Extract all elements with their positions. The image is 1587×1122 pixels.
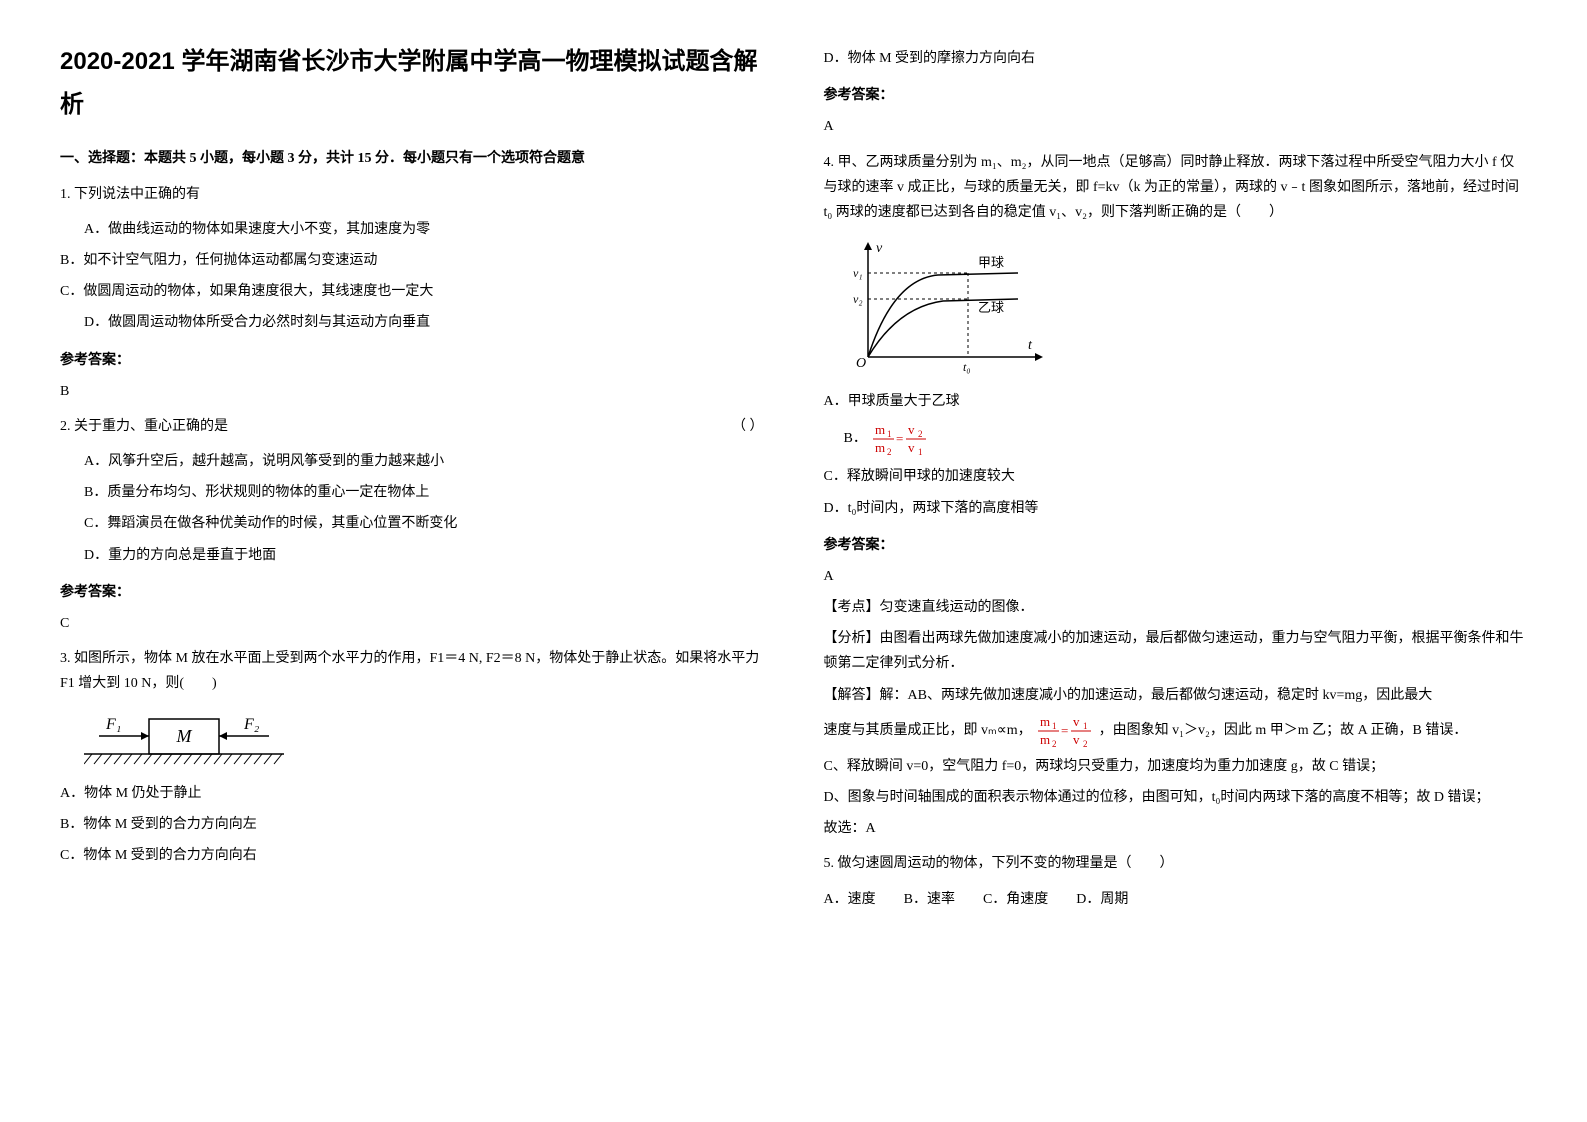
answer-label-3: 参考答案：	[824, 83, 1528, 108]
jieda-text-a: 解：AB、两球先做加速度减小的加速运动，最后都做匀速运动，稳定时 kv=mg，因…	[880, 688, 1433, 703]
jieda-text-b: 速度与其质量成正比，即 vₘ∝m，	[824, 723, 1032, 738]
q5-stem: 5. 做匀速圆周运动的物体，下列不变的物理量是（ ）	[824, 851, 1528, 876]
kaodian-text: 匀变速直线运动的图像．	[880, 600, 1034, 615]
q4-stem: 4. 甲、乙两球质量分别为 m₁、m₂，从同一地点（足够高）同时静止释放．两球下…	[824, 150, 1528, 226]
q3-stem: 3. 如图所示，物体 M 放在水平面上受到两个水平力的作用，F1＝4 N, F2…	[60, 646, 764, 696]
svg-text:1: 1	[1083, 721, 1088, 731]
fenxi-text: 由图看出两球先做加速度减小的加速运动，最后都做匀速运动，重力与空气阻力平衡，根据…	[824, 631, 1524, 671]
fraction-m1m2-eq-v1v2: m1 m2 = v1 v2	[1035, 714, 1095, 748]
svg-text:2: 2	[1083, 739, 1088, 748]
block-label-m: M	[176, 726, 193, 746]
answer-label-4: 参考答案：	[824, 533, 1528, 558]
q3-option-b: B．物体 M 受到的合力方向向左	[60, 812, 764, 837]
q3-answer: A	[824, 114, 1528, 139]
left-column: 2020-2021 学年湖南省长沙市大学附属中学高一物理模拟试题含解析 一、选择…	[60, 40, 764, 918]
svg-text:1: 1	[1052, 721, 1057, 731]
q4-answer: A	[824, 564, 1528, 589]
v2-label: v₂	[853, 292, 863, 306]
svg-text:m: m	[1040, 714, 1050, 729]
kaodian-label: 【考点】	[824, 600, 880, 615]
q2-option-c: C．舞蹈演员在做各种优美动作的时候，其重心位置不断变化	[84, 511, 764, 536]
svg-text:m: m	[875, 440, 885, 455]
fraction-m1m2-eq-v2v1: m1 m2 = v2 v1	[870, 422, 930, 456]
q4-jieda-a: 【解答】解：AB、两球先做加速度减小的加速运动，最后都做匀速运动，稳定时 kv=…	[824, 683, 1528, 708]
force-label-f1: F₁	[105, 716, 121, 733]
answer-label-2: 参考答案：	[60, 580, 764, 605]
exam-title: 2020-2021 学年湖南省长沙市大学附属中学高一物理模拟试题含解析	[60, 40, 764, 126]
q3-option-d: D．物体 M 受到的摩擦力方向向右	[824, 46, 1528, 71]
svg-text:1: 1	[918, 447, 923, 456]
q4-option-b: B． m1 m2 = v2 v1	[844, 422, 1528, 456]
q1-answer: B	[60, 379, 764, 404]
q1-stem: 1. 下列说法中正确的有	[60, 182, 764, 207]
axis-label-v: v	[876, 241, 883, 256]
svg-text:m: m	[875, 422, 885, 437]
svg-text:v: v	[1073, 732, 1080, 747]
jieda-text-c: ，由图象知 v₁＞v₂，因此 m 甲＞m 乙；故 A 正确，B 错误．	[1099, 723, 1468, 738]
q1-option-d: D．做圆周运动物体所受合力必然时刻与其运动方向垂直	[84, 310, 764, 335]
q2-answer: C	[60, 611, 764, 636]
force-label-f2: F₂	[243, 716, 260, 733]
q4-b-prefix: B．	[844, 432, 867, 447]
q3-option-a: A．物体 M 仍处于静止	[60, 781, 764, 806]
t0-label: t₀	[963, 360, 971, 374]
svg-text:v: v	[908, 440, 915, 455]
q4-jieda-b: 速度与其质量成正比，即 vₘ∝m， m1 m2 = v1 v2 ，由图象知 v₁…	[824, 714, 1528, 748]
q5-options: A．速度 B．速率 C．角速度 D．周期	[824, 887, 1528, 912]
origin-label: O	[856, 356, 866, 371]
svg-text:m: m	[1040, 732, 1050, 747]
q4-option-d: D．t₀时间内，两球下落的高度相等	[824, 496, 1528, 521]
svg-text:=: =	[1061, 723, 1068, 738]
q2-option-d: D．重力的方向总是垂直于地面	[84, 543, 764, 568]
svg-text:=: =	[896, 431, 903, 446]
svg-text:2: 2	[887, 447, 892, 456]
q4-jieda-f: 故选：A	[824, 816, 1528, 841]
fenxi-label: 【分析】	[824, 631, 880, 646]
q3-diagram: M F₁ F₂	[84, 709, 740, 769]
q2-paren: （ ）	[732, 414, 764, 439]
answer-label: 参考答案：	[60, 348, 764, 373]
q2-stem: 2. 关于重力、重心正确的是 （ ）	[60, 414, 764, 439]
svg-text:v: v	[1073, 714, 1080, 729]
svg-text:2: 2	[1052, 739, 1057, 748]
q2-option-a: A．风筝升空后，越升越高，说明风筝受到的重力越来越小	[84, 449, 764, 474]
v1-label: v₁	[853, 266, 863, 280]
svg-text:v: v	[908, 422, 915, 437]
axis-label-t: t	[1028, 338, 1033, 353]
q1-option-a: A．做曲线运动的物体如果速度大小不变，其加速度为零	[84, 217, 764, 242]
q4-jieda-d: C、释放瞬间 v=0，空气阻力 f=0，两球均只受重力，加速度均为重力加速度 g…	[824, 754, 1528, 779]
right-column: D．物体 M 受到的摩擦力方向向右 参考答案： A 4. 甲、乙两球质量分别为 …	[824, 40, 1528, 918]
section-1-header: 一、选择题：本题共 5 小题，每小题 3 分，共计 15 分．每小题只有一个选项…	[60, 146, 764, 171]
svg-text:2: 2	[918, 429, 923, 439]
curve-label-yi: 乙球	[978, 300, 1004, 315]
q2-stem-text: 2. 关于重力、重心正确的是	[60, 419, 228, 434]
q4-graph: v t O 甲球 乙球 v₁ v₂ t₀	[848, 237, 1504, 377]
q4-option-a: A．甲球质量大于乙球	[824, 389, 1528, 414]
q2-option-b: B．质量分布均匀、形状规则的物体的重心一定在物体上	[84, 480, 764, 505]
svg-text:1: 1	[887, 429, 892, 439]
q4-jieda-e: D、图象与时间轴围成的面积表示物体通过的位移，由图可知，t₀时间内两球下落的高度…	[824, 785, 1528, 810]
q4-fenxi: 【分析】由图看出两球先做加速度减小的加速运动，最后都做匀速运动，重力与空气阻力平…	[824, 626, 1528, 676]
q1-option-b: B．如不计空气阻力，任何抛体运动都属匀变速运动	[60, 248, 764, 273]
q4-option-c: C．释放瞬间甲球的加速度较大	[824, 464, 1528, 489]
q4-kaodian: 【考点】匀变速直线运动的图像．	[824, 595, 1528, 620]
q3-option-c: C．物体 M 受到的合力方向向右	[60, 843, 764, 868]
q1-option-c: C．做圆周运动的物体，如果角速度很大，其线速度也一定大	[60, 279, 764, 304]
jieda-label: 【解答】	[824, 688, 880, 703]
curve-label-jia: 甲球	[978, 255, 1004, 270]
